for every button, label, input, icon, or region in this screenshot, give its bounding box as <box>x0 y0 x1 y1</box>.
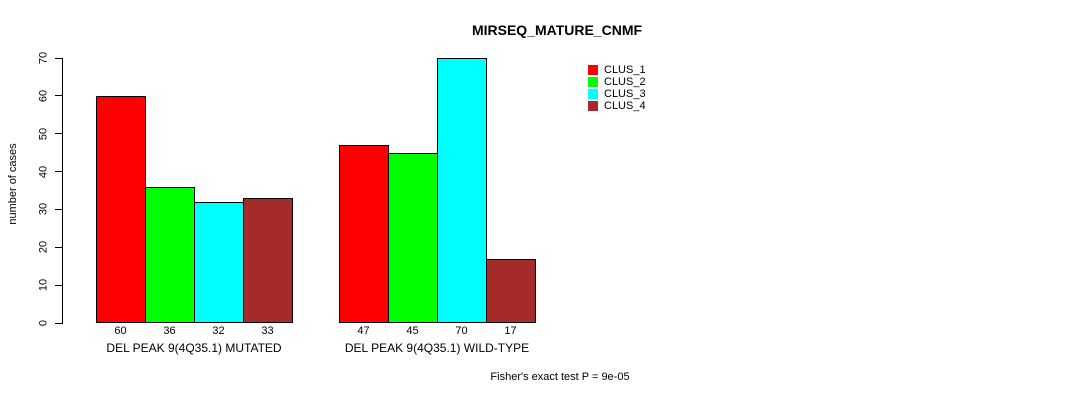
x-category-label: DEL PEAK 9(4Q35.1) WILD-TYPE <box>344 341 530 355</box>
y-tick-label: 50 <box>37 127 50 140</box>
bar-value-label: 36 <box>163 325 176 337</box>
y-tick-label: 10 <box>37 279 50 292</box>
legend-swatch-icon <box>588 77 598 87</box>
annotation-text: Fisher's exact test P = 9e-05 <box>490 371 630 383</box>
bar-clus_3 <box>437 58 487 323</box>
bar-clus_2 <box>145 186 195 323</box>
bar-clus_1 <box>96 95 146 323</box>
legend-item: CLUS_3 <box>588 87 646 100</box>
legend-label: CLUS_2 <box>604 75 646 88</box>
bar-value-label: 47 <box>357 325 370 337</box>
y-tick <box>55 171 62 173</box>
x-category-label: DEL PEAK 9(4Q35.1) MUTATED <box>106 341 282 355</box>
chart-title: MIRSEQ_MATURE_CNMF <box>471 22 643 38</box>
legend-item: CLUS_4 <box>588 99 646 112</box>
legend-swatch-icon <box>588 89 598 99</box>
y-tick-label: 60 <box>37 89 50 102</box>
bar-value-label: 70 <box>455 325 468 337</box>
bar-value-label: 32 <box>212 325 225 337</box>
bar-value-label: 60 <box>114 325 127 337</box>
y-axis-line <box>62 58 63 324</box>
bar-value-label: 45 <box>406 325 419 337</box>
y-tick-label: 20 <box>37 241 50 254</box>
bar-clus_2 <box>388 152 438 323</box>
y-tick-label: 0 <box>37 319 50 327</box>
legend-swatch-icon <box>588 101 598 111</box>
bar-clus_4 <box>486 258 536 323</box>
bar-clus_4 <box>243 198 293 323</box>
bar-value-label: 33 <box>261 325 274 337</box>
bar-clus_1 <box>339 145 389 323</box>
legend: CLUS_1 CLUS_2 CLUS_3 CLUS_4 <box>588 63 646 113</box>
y-tick <box>55 208 62 210</box>
y-tick <box>55 246 62 248</box>
y-tick <box>55 95 62 97</box>
legend-label: CLUS_3 <box>604 87 646 100</box>
legend-item: CLUS_1 <box>588 63 646 76</box>
y-tick-label: 40 <box>37 165 50 178</box>
bar-clus_3 <box>194 201 244 323</box>
legend-label: CLUS_4 <box>604 99 646 112</box>
legend-item: CLUS_2 <box>588 75 646 88</box>
bar-value-label: 17 <box>504 325 517 337</box>
y-tick <box>55 322 62 324</box>
y-tick-label: 30 <box>37 203 50 216</box>
legend-swatch-icon <box>588 65 598 75</box>
y-tick <box>55 284 62 286</box>
y-tick-label: 70 <box>37 51 50 65</box>
legend-label: CLUS_1 <box>604 63 646 76</box>
y-tick <box>55 57 62 59</box>
y-tick <box>55 133 62 135</box>
